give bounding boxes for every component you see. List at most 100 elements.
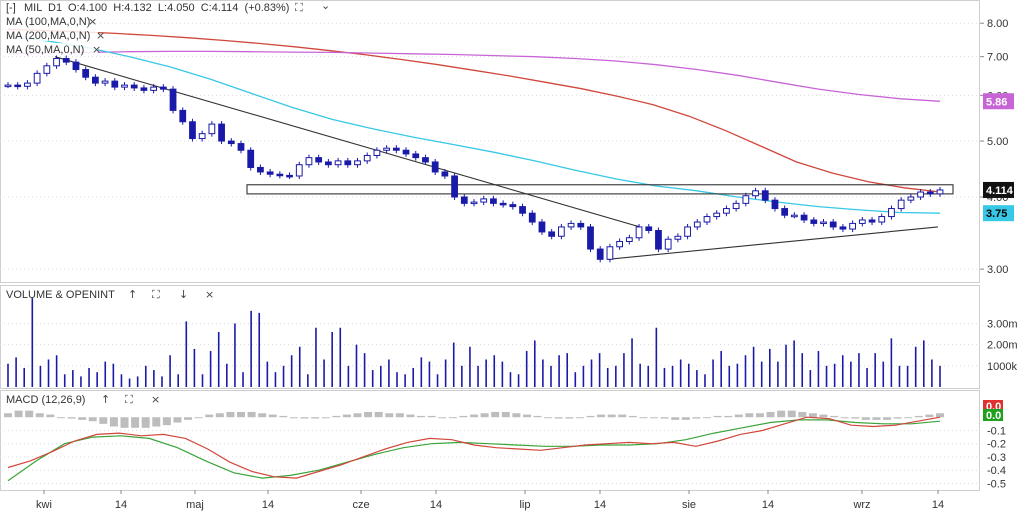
volume-plot	[7, 298, 941, 387]
macd-histogram-bar	[258, 413, 267, 418]
ma50-label[interactable]: MA (50,MA,0,N)	[6, 44, 84, 56]
candle-body	[820, 221, 827, 225]
candle-body	[72, 61, 80, 71]
candle-body	[363, 155, 371, 162]
macd-histogram-bar	[650, 417, 659, 419]
macd-histogram-bar	[459, 415, 468, 418]
price-badge	[983, 181, 1014, 198]
candle-body	[344, 160, 352, 166]
move-down-icon[interactable]: ↓	[179, 288, 188, 301]
macd-histogram-bar	[56, 417, 65, 419]
macd-histogram-bar	[533, 415, 542, 418]
macd-histogram-bar	[289, 417, 298, 419]
chart-header: [-] MIL D1 O:4.100 H:4.132 L:4.050 C:4.1…	[6, 0, 330, 14]
macd-histogram-bar	[819, 414, 828, 418]
macd-histogram-bar	[279, 415, 288, 418]
macd-histogram-bar	[78, 417, 87, 420]
price-badge	[983, 93, 1014, 110]
candle-body	[276, 173, 284, 177]
candle-body	[198, 133, 206, 140]
candle-body	[606, 246, 614, 260]
volume-tick-label: 2.00m	[987, 340, 1018, 352]
macd-histogram-bar	[205, 414, 214, 418]
candle-body	[781, 208, 789, 216]
macd-histogram-bar	[4, 413, 12, 418]
macd-histogram-bar	[364, 411, 373, 418]
macd-tick-label: -0.1	[987, 425, 1006, 437]
macd-panel-title: MACD (12,26,9)	[6, 394, 85, 406]
ma200-close-icon[interactable]: ×	[96, 29, 105, 42]
chevron-down-icon[interactable]: ⌄	[321, 0, 330, 12]
candle-body	[218, 123, 225, 142]
macd-histogram-bar	[501, 411, 510, 418]
macd-histogram-bar	[713, 415, 722, 418]
move-up-icon[interactable]: ↑	[128, 288, 137, 301]
x-axis-label: 14	[594, 499, 606, 511]
candle-body	[247, 149, 255, 168]
macd-histogram-bar	[120, 417, 129, 428]
macd-line	[7, 416, 941, 479]
expand-icon[interactable]: ⛶	[295, 1, 303, 14]
macd-plot	[4, 410, 944, 482]
macd-histogram-bar	[808, 413, 817, 418]
macd-histogram-bar	[268, 414, 277, 418]
macd-histogram-bar	[427, 415, 436, 418]
grid-lines	[0, 22, 980, 484]
ma200-line	[7, 50, 941, 102]
macd-histogram-bar	[226, 411, 235, 418]
candle-body	[849, 222, 857, 230]
candle-body	[703, 216, 711, 223]
x-axis-label: wrz	[852, 499, 870, 511]
macd-histogram-bar	[321, 417, 330, 419]
candle-body	[684, 226, 691, 237]
ma100-close-icon[interactable]: ×	[88, 15, 97, 28]
macd-tick-label: -0.4	[987, 465, 1006, 477]
ma100-label[interactable]: MA (100,MA,0,N)	[6, 16, 90, 28]
macd-histogram-bar	[554, 417, 563, 419]
x-axis-label: 14	[762, 499, 774, 511]
macd-histogram-bar	[851, 417, 860, 419]
indicator-legend: MA (100,MA,0,N) × MA (200,MA,0,N) × MA (…	[2, 15, 105, 56]
macd-histogram-bar	[607, 414, 616, 418]
volume-tick-label: 1000k	[987, 361, 1017, 373]
x-axis-label: kwi	[36, 499, 52, 511]
macd-histogram-bar	[247, 411, 256, 418]
macd-histogram-bar	[300, 417, 309, 419]
candle-body	[480, 198, 488, 203]
candle-body	[53, 57, 60, 67]
candle-body	[412, 153, 420, 159]
macd-histogram-bar	[194, 417, 203, 419]
expand-icon[interactable]: ⛶	[152, 288, 160, 301]
candle-body	[315, 157, 323, 163]
candle-body	[839, 226, 847, 230]
candle-body	[519, 206, 526, 214]
candle-body	[713, 212, 721, 218]
candle-body	[43, 65, 51, 74]
macd-histogram-bar	[491, 411, 500, 418]
move-up-icon[interactable]: ↑	[101, 393, 110, 406]
ma200-label[interactable]: MA (200,MA,0,N)	[6, 30, 90, 42]
candle-body	[693, 221, 701, 228]
candle-body	[111, 80, 119, 88]
collapse-toggle[interactable]: [-]	[6, 2, 16, 14]
candle-body	[723, 208, 730, 214]
macd-histogram-bar	[99, 417, 108, 424]
close-icon[interactable]: ×	[205, 288, 214, 301]
macd-histogram-bar	[766, 411, 775, 418]
x-axis-label: maj	[186, 499, 204, 511]
uptrend-line	[607, 226, 939, 260]
close-icon[interactable]: ×	[151, 393, 160, 406]
price-badge-label: 4.114	[986, 185, 1014, 197]
candle-body	[868, 219, 876, 223]
ma50-close-icon[interactable]: ×	[92, 43, 101, 56]
macd-histogram-bar	[438, 417, 447, 419]
volume-tick-label: 3.00m	[987, 319, 1018, 331]
expand-icon[interactable]: ⛶	[125, 393, 133, 406]
macd-histogram-bar	[586, 415, 595, 418]
macd-histogram-bar	[628, 415, 637, 418]
x-axis-label: 14	[430, 499, 442, 511]
candle-body	[227, 140, 235, 145]
macd-histogram-bar	[342, 414, 351, 418]
candle-body	[878, 216, 886, 223]
